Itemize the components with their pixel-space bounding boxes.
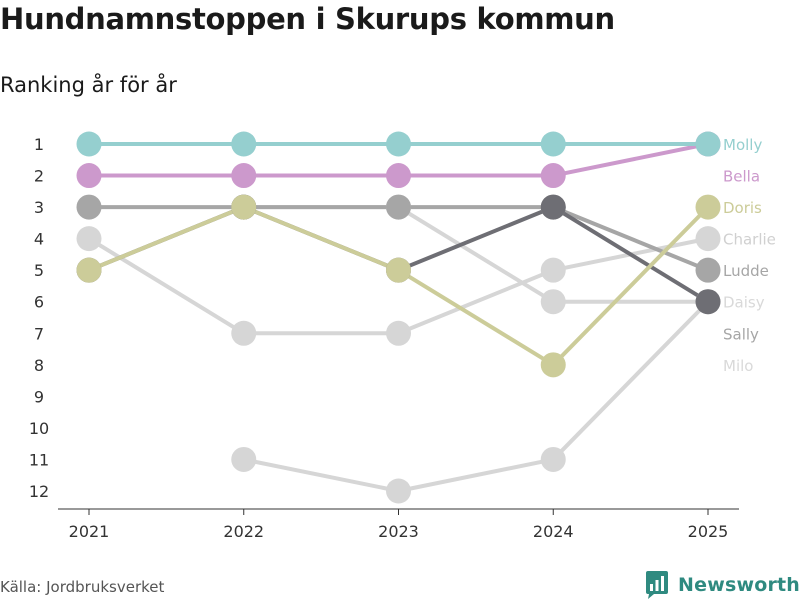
point-bella-2023	[386, 163, 411, 189]
y-tick-label-9: 9	[34, 387, 44, 406]
y-tick-label-1: 1	[34, 135, 44, 154]
point-doris-2025	[695, 194, 721, 220]
point-ludde-2021	[76, 194, 102, 220]
point-molly-2025	[695, 131, 721, 157]
x-tick-label-2024: 2024	[533, 522, 574, 541]
y-tick-label-3: 3	[34, 198, 44, 217]
chart-title: Hundnamnstoppen i Skurups kommun	[0, 2, 615, 36]
point-charlie-2025	[695, 226, 721, 252]
point-molly-2021	[76, 131, 102, 157]
y-tick-label-8: 8	[34, 356, 44, 375]
point-daisy-2024	[540, 289, 566, 315]
series-label-sally: Sally	[723, 325, 759, 343]
newsworthy-logo-text: Newsworthy	[678, 574, 800, 596]
point-doris-2023	[386, 257, 411, 283]
series-line-charlie	[87, 236, 710, 336]
point-milo-2024	[540, 446, 566, 472]
point-charlie-2023	[386, 320, 411, 346]
x-tick-label-2025: 2025	[688, 522, 729, 541]
source-note: Källa: Jordbruksverket	[0, 578, 165, 596]
newsworthy-logo: Newsworthy	[644, 569, 800, 601]
series-line-sally	[87, 205, 710, 304]
point-doris-2024	[540, 352, 566, 378]
y-tick-label-7: 7	[34, 324, 44, 343]
point-doris-2021	[76, 257, 102, 283]
point-milo-2023	[386, 478, 411, 504]
point-sally-2025	[695, 289, 721, 315]
series-label-molly: Molly	[723, 136, 762, 154]
point-molly-2023	[386, 131, 411, 157]
series-label-bella: Bella	[723, 168, 760, 186]
point-sally-2024	[540, 194, 566, 220]
y-tick-label-12: 12	[29, 482, 49, 501]
point-charlie-2024	[540, 257, 566, 283]
series-line-milo	[241, 299, 710, 493]
y-tick-label-2: 2	[34, 167, 44, 186]
point-doris-2022	[231, 194, 257, 220]
point-milo-2022	[231, 446, 257, 472]
chart-subtitle: Ranking år för år	[0, 73, 177, 97]
y-tick-label-11: 11	[29, 450, 49, 469]
point-charlie-2022	[231, 320, 257, 346]
point-bella-2024	[540, 163, 566, 189]
series-label-milo: Milo	[723, 357, 753, 375]
series-label-doris: Doris	[723, 199, 762, 217]
point-ludde-2025	[695, 257, 721, 283]
y-tick-label-6: 6	[34, 293, 44, 312]
series-label-charlie: Charlie	[723, 231, 776, 249]
point-bella-2021	[76, 163, 102, 189]
newsworthy-logo-icon	[646, 571, 668, 599]
point-ludde-2023	[386, 194, 411, 220]
y-tick-label-10: 10	[29, 419, 49, 438]
series-label-ludde: Ludde	[723, 262, 769, 280]
series-label-daisy: Daisy	[723, 294, 765, 312]
y-tick-label-4: 4	[34, 230, 44, 249]
point-charlie-2021	[76, 226, 102, 252]
point-molly-2022	[231, 131, 257, 157]
point-bella-2022	[231, 163, 257, 189]
x-tick-label-2022: 2022	[223, 522, 264, 541]
y-tick-label-5: 5	[34, 261, 44, 280]
x-tick-label-2021: 2021	[69, 522, 110, 541]
point-molly-2024	[540, 131, 566, 157]
x-tick-label-2023: 2023	[378, 522, 419, 541]
